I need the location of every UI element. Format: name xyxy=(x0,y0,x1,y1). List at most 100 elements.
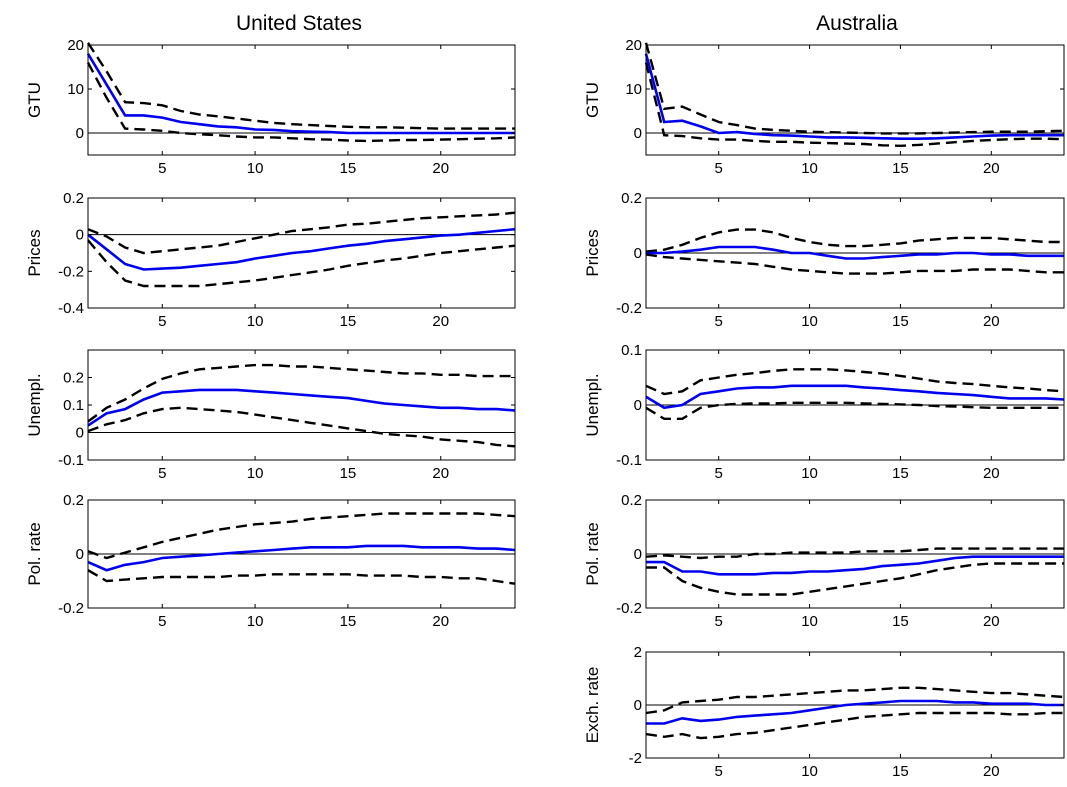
y-tick-label: -0.1 xyxy=(616,452,642,469)
y-tick-label: 0 xyxy=(634,397,642,414)
y-tick-label: 0 xyxy=(634,697,642,714)
y-tick-label: 0 xyxy=(634,125,642,142)
x-tick-label: 10 xyxy=(801,313,818,330)
panel-australia-gtu: 5 10 15 20 20 10 0 GTU xyxy=(583,37,1065,177)
irf-line xyxy=(87,227,516,271)
x-tick-label: 10 xyxy=(247,465,264,482)
x-tick-label: 15 xyxy=(892,313,909,330)
y-tick-label: -0.2 xyxy=(58,263,84,280)
axes-frame xyxy=(645,44,1065,156)
confidence-band-upper xyxy=(645,547,1064,560)
panel-australia-pol-rate: 5 10 15 20 0.2 0 -0.2 Pol. rate xyxy=(583,492,1065,630)
y-axis-label: GTU xyxy=(583,82,602,118)
x-tick-label: 15 xyxy=(340,313,357,330)
x-tick-label: 15 xyxy=(892,160,909,177)
x-tick-label: 20 xyxy=(432,465,449,482)
irf-line xyxy=(86,53,515,135)
confidence-band-upper xyxy=(645,228,1064,253)
x-tick-label: 15 xyxy=(892,763,909,780)
x-tick-label: 10 xyxy=(801,613,818,630)
confidence-band-upper xyxy=(645,368,1065,396)
y-tick-label: 0 xyxy=(76,125,84,142)
x-tick-label: 5 xyxy=(715,313,723,330)
confidence-band-upper xyxy=(87,363,515,423)
x-tick-label: 20 xyxy=(983,465,1000,482)
x-tick-label: 5 xyxy=(158,613,166,630)
y-tick-label: -0.1 xyxy=(58,452,84,469)
y-tick-label: 0 xyxy=(634,546,642,563)
y-tick-label: 0 xyxy=(76,546,84,563)
confidence-band-lower xyxy=(86,62,516,143)
x-tick-label: 20 xyxy=(983,613,1000,630)
x-tick-label: 5 xyxy=(158,160,166,177)
irf-line xyxy=(644,53,1064,140)
confidence-band-lower xyxy=(644,62,1065,148)
confidence-band-upper xyxy=(87,211,516,255)
x-tick-label: 10 xyxy=(801,465,818,482)
y-axis-label: Pol. rate xyxy=(583,522,602,585)
y-tick-label: -0.2 xyxy=(616,300,642,317)
x-tick-label: 20 xyxy=(983,313,1000,330)
x-tick-label: 20 xyxy=(983,160,1000,177)
confidence-band-lower xyxy=(87,239,516,288)
column-title-united-states: United States xyxy=(236,12,362,35)
y-tick-label: -0.2 xyxy=(58,600,84,617)
irf-line xyxy=(646,245,1064,260)
y-tick-label: -2 xyxy=(629,750,642,767)
irf-line xyxy=(646,699,1064,725)
panel-united-states-gtu: 5 10 15 20 20 10 0 GTU xyxy=(25,37,516,177)
y-axis-label: Unempl. xyxy=(25,373,44,436)
x-tick-label: 5 xyxy=(715,160,723,177)
x-tick-label: 5 xyxy=(715,763,723,780)
x-tick-label: 15 xyxy=(892,465,909,482)
y-tick-label: -0.2 xyxy=(616,600,642,617)
panel-united-states-prices: 5 10 15 20 0.2 0 -0.2 -0.4 Prices xyxy=(25,190,516,330)
x-tick-label: 10 xyxy=(247,160,264,177)
y-tick-label: 0.2 xyxy=(63,370,84,387)
y-tick-label: 0 xyxy=(76,425,84,442)
y-tick-label: 0 xyxy=(76,227,84,244)
x-tick-label: 15 xyxy=(340,465,357,482)
y-axis-label: Pol. rate xyxy=(25,522,44,585)
x-tick-label: 15 xyxy=(892,613,909,630)
confidence-band-upper xyxy=(86,42,515,130)
x-tick-label: 5 xyxy=(158,465,166,482)
axes-frame xyxy=(87,44,516,156)
y-tick-label: 20 xyxy=(625,37,642,54)
y-tick-label: 2 xyxy=(634,644,642,661)
y-tick-label: 10 xyxy=(67,81,84,98)
x-tick-label: 20 xyxy=(432,313,449,330)
y-tick-label: 20 xyxy=(67,37,84,54)
irf-line xyxy=(87,544,516,572)
y-tick-label: 0.2 xyxy=(63,190,84,207)
confidence-band-lower xyxy=(645,711,1064,740)
panel-australia-unempl: 5 10 15 20 0.1 0 -0.1 Unempl. xyxy=(583,342,1065,482)
x-tick-label: 20 xyxy=(983,763,1000,780)
y-tick-label: -0.4 xyxy=(58,300,84,317)
y-tick-label: 0.2 xyxy=(63,492,84,509)
column-title-australia: Australia xyxy=(816,12,898,35)
x-tick-label: 15 xyxy=(340,160,357,177)
x-tick-label: 10 xyxy=(247,613,264,630)
confidence-band-upper xyxy=(645,686,1065,715)
y-axis-label: Prices xyxy=(583,229,602,276)
panel-united-states-pol-rate: 5 10 15 20 0.2 0 -0.2 Pol. rate xyxy=(25,492,516,630)
irf-line xyxy=(87,388,516,427)
y-tick-label: 0.1 xyxy=(63,397,84,414)
x-tick-label: 15 xyxy=(340,613,357,630)
panel-united-states-unempl: 5 10 15 20 0.2 0.1 0 -0.1 Unempl. xyxy=(25,349,516,482)
y-tick-label: 0.1 xyxy=(621,342,642,359)
x-tick-label: 5 xyxy=(715,613,723,630)
x-tick-label: 20 xyxy=(432,160,449,177)
axes-frame xyxy=(87,197,516,309)
x-tick-label: 5 xyxy=(715,465,723,482)
confidence-band-upper xyxy=(644,42,1065,135)
y-tick-label: 10 xyxy=(625,81,642,98)
panel-australia-prices: 5 10 15 20 0.2 0 -0.2 Prices xyxy=(583,190,1065,330)
confidence-band-lower xyxy=(87,569,516,585)
x-tick-label: 20 xyxy=(432,613,449,630)
confidence-band-upper xyxy=(87,512,516,560)
y-tick-label: 0.2 xyxy=(621,190,642,207)
